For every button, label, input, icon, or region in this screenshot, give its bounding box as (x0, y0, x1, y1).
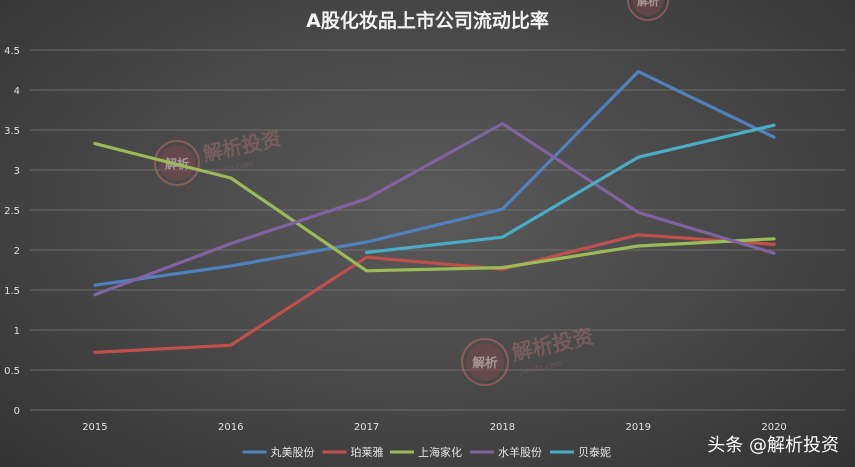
legend-label: 珀莱雅 (351, 445, 384, 459)
legend-item: 珀莱雅 (322, 445, 384, 459)
series-line (93, 142, 776, 273)
series-line (93, 70, 776, 287)
y-tick-label: 0.5 (4, 366, 20, 377)
y-tick-label: 3 (14, 166, 20, 177)
y-tick-label: 0 (14, 406, 20, 417)
seal-ring (461, 338, 509, 386)
seal-text: 解析 (637, 0, 659, 8)
legend-item: 上海家化 (390, 445, 462, 459)
x-tick-label: 2015 (82, 422, 107, 433)
seal-ring (627, 0, 669, 21)
watermark-brand: 解析投资 (201, 127, 283, 166)
series-line (93, 233, 776, 354)
series-line (365, 123, 776, 254)
seal-ring (154, 140, 200, 186)
x-tick-label: 2020 (761, 422, 786, 433)
legend-label: 水羊股份 (498, 445, 542, 459)
legend-label: 贝泰妮 (578, 445, 611, 459)
legend-item: 水羊股份 (470, 445, 542, 459)
seal-text: 解析 (472, 355, 498, 370)
y-tick-label: 1.5 (4, 286, 20, 297)
legend-item: 丸美股份 (242, 446, 315, 459)
series-line (93, 122, 776, 297)
x-tick-label: 2018 (490, 422, 515, 433)
y-tick-label: 1 (14, 326, 20, 337)
y-tick-label: 2 (14, 246, 20, 257)
x-tick-label: 2019 (626, 422, 651, 433)
y-tick-label: 3.5 (4, 126, 20, 137)
brand-mark: 头条 @解析投资 (707, 435, 839, 456)
seal-fill (466, 343, 504, 381)
seal-fill (632, 0, 664, 16)
chart-title: A股化妆品上市公司流动比率 (306, 10, 549, 32)
x-tick-label: 2016 (218, 422, 243, 433)
x-tick-label: 2017 (354, 422, 379, 433)
legend-label: 上海家化 (418, 445, 462, 459)
legend-item: 贝泰妮 (550, 445, 611, 459)
watermark-seal: 解析 (627, 0, 669, 21)
y-tick-label: 4.5 (4, 46, 20, 57)
y-tick-label: 2.5 (4, 206, 20, 217)
y-tick-label: 4 (14, 86, 20, 97)
legend-label: 丸美股份 (271, 446, 315, 459)
